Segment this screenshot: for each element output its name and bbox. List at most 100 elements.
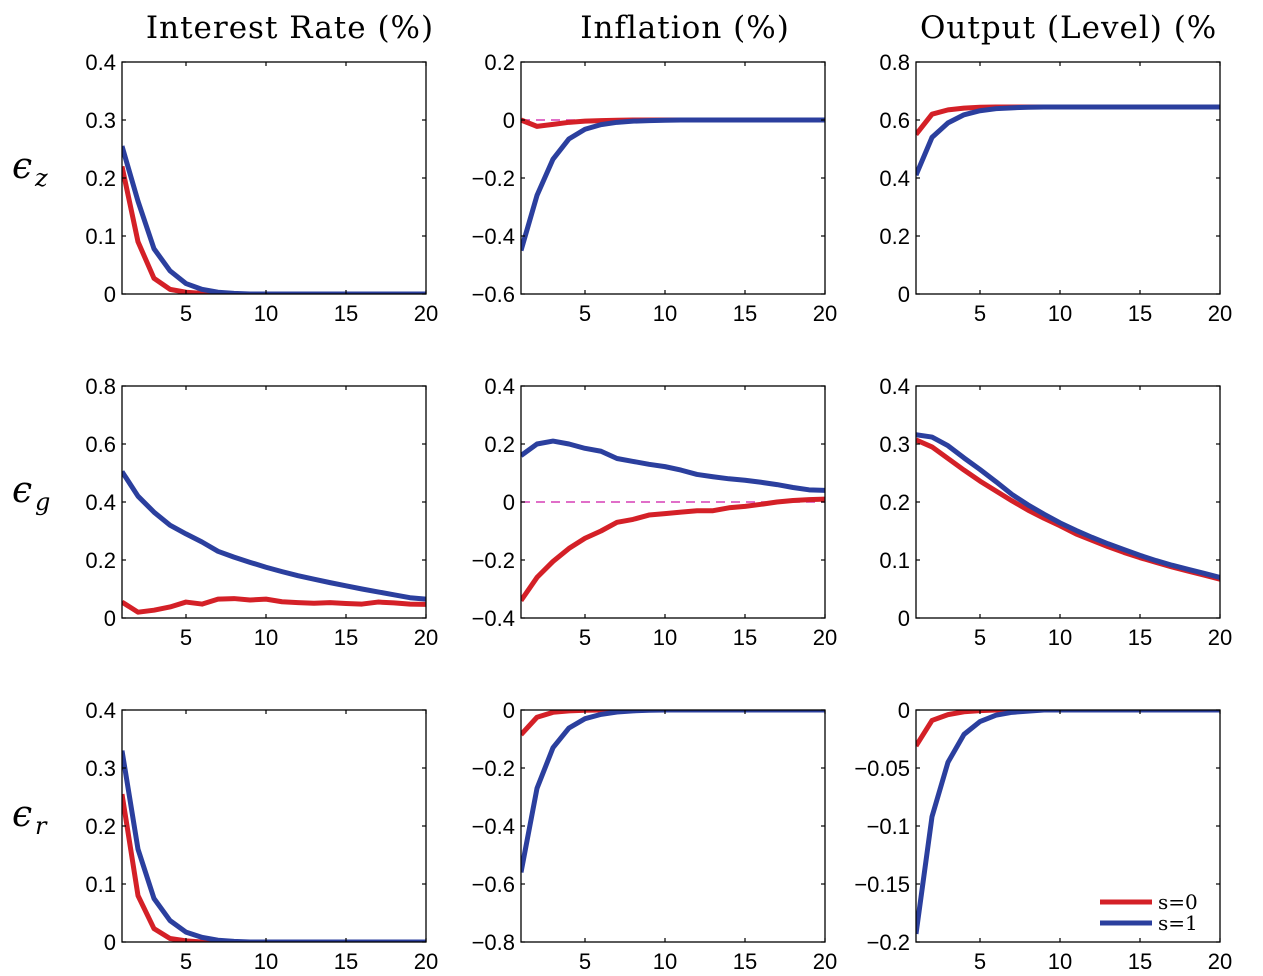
y-tick-label: 0 <box>104 606 116 631</box>
x-tick-label: 10 <box>254 949 278 974</box>
x-tick-label: 15 <box>1128 301 1152 326</box>
x-tick-label: 15 <box>334 301 358 326</box>
x-tick-label: 10 <box>254 301 278 326</box>
x-tick-label: 20 <box>1208 301 1232 326</box>
y-tick-label: −0.15 <box>854 872 910 897</box>
series-line-s0 <box>916 437 1220 582</box>
row-label-r-symbol: ϵ <box>12 794 32 835</box>
series-group <box>521 117 825 252</box>
y-tick-label: 0 <box>898 698 910 723</box>
axes-box <box>520 61 826 295</box>
y-tick-label: 0.4 <box>85 698 116 723</box>
y-tick-label: 0.4 <box>879 166 910 191</box>
series-line-s1 <box>916 104 1220 177</box>
series-line-s0 <box>122 165 426 294</box>
x-tick-label: 20 <box>414 949 438 974</box>
y-tick-label: 0.1 <box>85 872 116 897</box>
series-line-s1 <box>122 145 426 294</box>
y-tick-label: 0.1 <box>879 548 910 573</box>
y-tick-label: 0.8 <box>85 374 116 399</box>
x-tick-label: 5 <box>579 949 591 974</box>
y-tick-label: 0 <box>104 282 116 307</box>
x-tick-label: 20 <box>1208 625 1232 650</box>
x-tick-label: 10 <box>653 949 677 974</box>
x-tick-label: 5 <box>579 625 591 650</box>
y-tick-label: −0.05 <box>854 756 910 781</box>
row-label-r: ϵ r <box>12 794 48 840</box>
row-label-z: ϵ z <box>12 146 48 192</box>
panel-r0c1: −0.6 −0.4 −0.2 0 0.2 5 10 15 20 <box>472 50 838 326</box>
y-tick-label: 0.2 <box>879 490 910 515</box>
x-tick-label: 20 <box>414 301 438 326</box>
series-group <box>916 710 1220 935</box>
y-tick-label: 0.4 <box>879 374 910 399</box>
legend: s=0 s=1 <box>1094 889 1208 937</box>
series-group <box>122 470 426 615</box>
y-tick-label: 0.2 <box>879 224 910 249</box>
series-group <box>916 104 1220 177</box>
x-tick-label: 20 <box>813 301 837 326</box>
y-tick-label: 0.2 <box>85 814 116 839</box>
x-tick-label: 5 <box>180 949 192 974</box>
series-line-s1 <box>521 710 825 873</box>
row-label-r-subscript: r <box>35 812 48 840</box>
y-tick-label: 0.3 <box>85 108 116 133</box>
x-tick-label: 20 <box>813 949 837 974</box>
panel-r2c1: −0.8 −0.6 −0.4 −0.2 0 5 10 15 20 <box>472 698 838 974</box>
y-tick-label: 0.2 <box>484 432 515 457</box>
panel-r1c1: −0.4 −0.2 0 0.2 0.4 5 10 15 20 <box>472 374 838 650</box>
y-tick-label: 0.2 <box>85 166 116 191</box>
y-tick-label: 0.6 <box>879 108 910 133</box>
legend-box <box>1094 889 1208 937</box>
y-tick-label: −0.1 <box>867 814 910 839</box>
x-tick-label: 20 <box>1208 949 1232 974</box>
y-tick-label: 0 <box>898 282 910 307</box>
panel-r2c0: 0 0.1 0.2 0.3 0.4 5 10 15 20 <box>85 698 438 974</box>
y-tick-label: 0.4 <box>85 490 116 515</box>
x-tick-label: 10 <box>1048 625 1072 650</box>
y-tick-label: 0 <box>503 698 515 723</box>
x-tick-label: 20 <box>813 625 837 650</box>
series-group <box>521 438 825 603</box>
x-tick-label: 15 <box>334 625 358 650</box>
series-line-s0 <box>916 710 1220 748</box>
y-tick-label: 0.4 <box>85 50 116 75</box>
column-title-interest-rate: Interest Rate (%) <box>146 10 434 46</box>
row-labels: ϵ z ϵ g ϵ r <box>12 146 50 840</box>
x-tick-label: 5 <box>974 949 986 974</box>
series-group <box>122 145 426 294</box>
column-title-inflation: Inflation (%) <box>580 10 790 46</box>
series-line-s0 <box>521 496 825 603</box>
column-title-output: Output (Level) (% <box>920 10 1217 46</box>
x-tick-label: 15 <box>334 949 358 974</box>
series-line-s1 <box>521 117 825 252</box>
x-tick-label: 5 <box>974 301 986 326</box>
column-titles: Interest Rate (%) Inflation (%) Output (… <box>146 10 1217 46</box>
legend-label-s1: s=1 <box>1158 911 1198 935</box>
row-label-g: ϵ g <box>12 470 50 516</box>
y-tick-label: 0.3 <box>879 432 910 457</box>
y-tick-label: 0 <box>898 606 910 631</box>
panel-r0c2: 0 0.2 0.4 0.6 0.8 5 10 15 20 <box>879 50 1232 326</box>
x-tick-label: 10 <box>254 625 278 650</box>
x-tick-label: 5 <box>180 301 192 326</box>
row-label-z-symbol: ϵ <box>12 146 32 187</box>
x-tick-label: 15 <box>1128 625 1152 650</box>
series-line-s1 <box>916 432 1220 580</box>
legend-label-s0: s=0 <box>1158 890 1198 914</box>
panel-r2c2: −0.2 −0.15 −0.1 −0.05 0 5 10 15 20 <box>854 698 1232 974</box>
row-label-z-subscript: z <box>34 164 48 192</box>
y-tick-label: −0.6 <box>472 282 515 307</box>
panels: 0 0.1 0.2 0.3 0.4 5 10 15 20 −0.6 −0.4 −0.2 0 0.2 5 10 1… <box>85 50 1232 974</box>
panel-r1c2: 0 0.1 0.2 0.3 0.4 5 10 15 20 <box>879 374 1232 650</box>
x-tick-label: 10 <box>653 301 677 326</box>
x-tick-label: 5 <box>974 625 986 650</box>
series-line-s0 <box>916 104 1220 137</box>
x-tick-label: 10 <box>653 625 677 650</box>
x-tick-label: 10 <box>1048 949 1072 974</box>
x-tick-label: 15 <box>733 301 757 326</box>
y-tick-label: 0 <box>503 108 515 133</box>
series-line-s1 <box>916 710 1220 935</box>
series-group <box>521 710 825 873</box>
y-tick-label: −0.2 <box>867 930 910 955</box>
